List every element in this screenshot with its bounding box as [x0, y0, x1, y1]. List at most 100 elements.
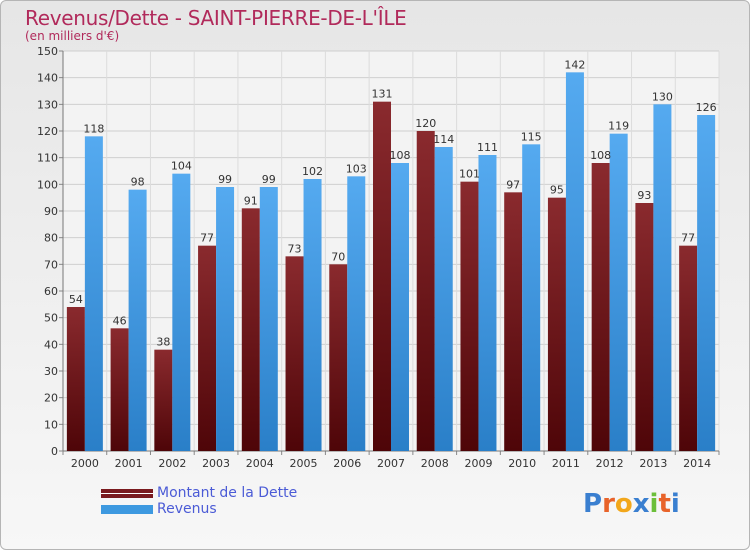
- data-label-revenus: 114: [433, 133, 454, 146]
- data-label-dette: 77: [681, 232, 695, 245]
- legend-label-revenus: Revenus: [157, 501, 217, 517]
- data-label-dette: 91: [244, 194, 258, 207]
- y-tick-label: 100: [37, 178, 58, 191]
- bar-revenus: [391, 163, 409, 451]
- x-tick-label: 2000: [71, 457, 99, 470]
- x-tick-label: 2014: [683, 457, 711, 470]
- bar-dette: [416, 131, 435, 451]
- logo-letter: r: [602, 489, 615, 519]
- y-tick-label: 70: [44, 258, 58, 271]
- x-tick-label: 2013: [639, 457, 667, 470]
- data-label-revenus: 119: [608, 120, 629, 133]
- bar-dette: [504, 192, 523, 452]
- data-label-revenus: 108: [390, 149, 411, 162]
- logo-letter: P: [583, 489, 603, 519]
- bar-dette: [373, 101, 391, 452]
- data-label-revenus: 130: [652, 90, 673, 103]
- x-tick-label: 2004: [246, 457, 274, 470]
- data-label-revenus: 104: [171, 160, 192, 173]
- data-label-dette: 70: [331, 250, 345, 263]
- data-label-dette: 131: [372, 88, 393, 101]
- data-label-dette: 108: [590, 149, 611, 162]
- bar-dette: [198, 245, 217, 451]
- x-tick-label: 2008: [421, 457, 449, 470]
- y-tick-label: 80: [44, 232, 58, 245]
- logo-letter: x: [632, 489, 650, 519]
- data-label-revenus: 99: [218, 173, 232, 186]
- x-tick-label: 2002: [158, 457, 186, 470]
- bar-revenus: [653, 104, 672, 451]
- bar-revenus: [216, 187, 235, 451]
- x-tick-label: 2012: [596, 457, 624, 470]
- data-label-revenus: 118: [83, 122, 104, 135]
- x-tick-label: 2010: [508, 457, 536, 470]
- data-label-dette: 46: [113, 314, 127, 327]
- x-tick-label: 2011: [552, 457, 580, 470]
- logo-letter: i: [670, 489, 680, 519]
- logo-letter: i: [649, 489, 659, 519]
- bar-revenus: [434, 147, 453, 451]
- data-label-dette: 120: [415, 117, 436, 130]
- y-tick-label: 90: [44, 205, 58, 218]
- bar-dette: [679, 245, 698, 451]
- x-tick-label: 2007: [377, 457, 405, 470]
- bar-dette: [66, 307, 85, 451]
- data-label-dette: 73: [288, 242, 302, 255]
- bar-revenus: [128, 189, 147, 451]
- data-label-revenus: 126: [696, 101, 717, 114]
- data-label-dette: 77: [200, 232, 214, 245]
- legend-swatch-revenus: [101, 505, 153, 514]
- x-tick-label: 2005: [290, 457, 318, 470]
- y-tick-label: 130: [37, 98, 58, 111]
- data-label-dette: 95: [550, 184, 564, 197]
- bar-revenus: [609, 133, 628, 451]
- bar-revenus: [303, 179, 322, 451]
- bar-revenus: [259, 187, 278, 451]
- y-tick-label: 140: [37, 72, 58, 85]
- legend-label-dette: Montant de la Dette: [157, 485, 298, 501]
- bar-dette: [285, 256, 304, 451]
- data-label-dette: 97: [506, 178, 520, 191]
- legend-swatch-dette: [101, 489, 153, 498]
- x-tick-label: 2003: [202, 457, 230, 470]
- logo-letter: t: [658, 489, 671, 519]
- bar-dette: [460, 181, 479, 451]
- x-tick-label: 2001: [115, 457, 143, 470]
- data-label-dette: 38: [156, 336, 170, 349]
- y-tick-label: 30: [44, 365, 58, 378]
- bar-dette: [241, 208, 260, 451]
- x-tick-label: 2009: [464, 457, 492, 470]
- logo-letter: o: [614, 489, 633, 519]
- y-tick-label: 40: [44, 338, 58, 351]
- data-label-revenus: 99: [262, 173, 276, 186]
- chart-title: Revenus/Dette - SAINT-PIERRE-DE-L'ÎLE: [25, 6, 407, 30]
- data-label-revenus: 142: [564, 58, 585, 71]
- y-tick-label: 110: [37, 152, 58, 165]
- y-tick-label: 20: [44, 392, 58, 405]
- y-tick-label: 10: [44, 418, 58, 431]
- y-tick-label: 50: [44, 312, 58, 325]
- bar-dette: [547, 197, 566, 451]
- proxiti-logo: Proxiti: [583, 489, 680, 519]
- x-tick-label: 2006: [333, 457, 361, 470]
- bar-revenus: [172, 173, 191, 451]
- bar-dette: [635, 203, 654, 451]
- bar-revenus: [478, 155, 497, 451]
- data-label-revenus: 102: [302, 165, 323, 178]
- y-tick-label: 60: [44, 285, 58, 298]
- bar-dette: [154, 349, 173, 451]
- data-label-revenus: 115: [521, 130, 542, 143]
- data-label-dette: 93: [637, 189, 651, 202]
- bar-revenus: [565, 72, 584, 451]
- data-label-dette: 54: [69, 293, 83, 306]
- bar-revenus: [522, 144, 541, 452]
- data-label-dette: 101: [459, 168, 480, 181]
- bar-dette: [329, 264, 348, 451]
- data-label-revenus: 103: [346, 162, 367, 175]
- y-tick-label: 150: [37, 45, 58, 58]
- y-tick-label: 0: [51, 445, 58, 458]
- bar-revenus: [347, 176, 366, 452]
- bar-revenus: [697, 115, 716, 451]
